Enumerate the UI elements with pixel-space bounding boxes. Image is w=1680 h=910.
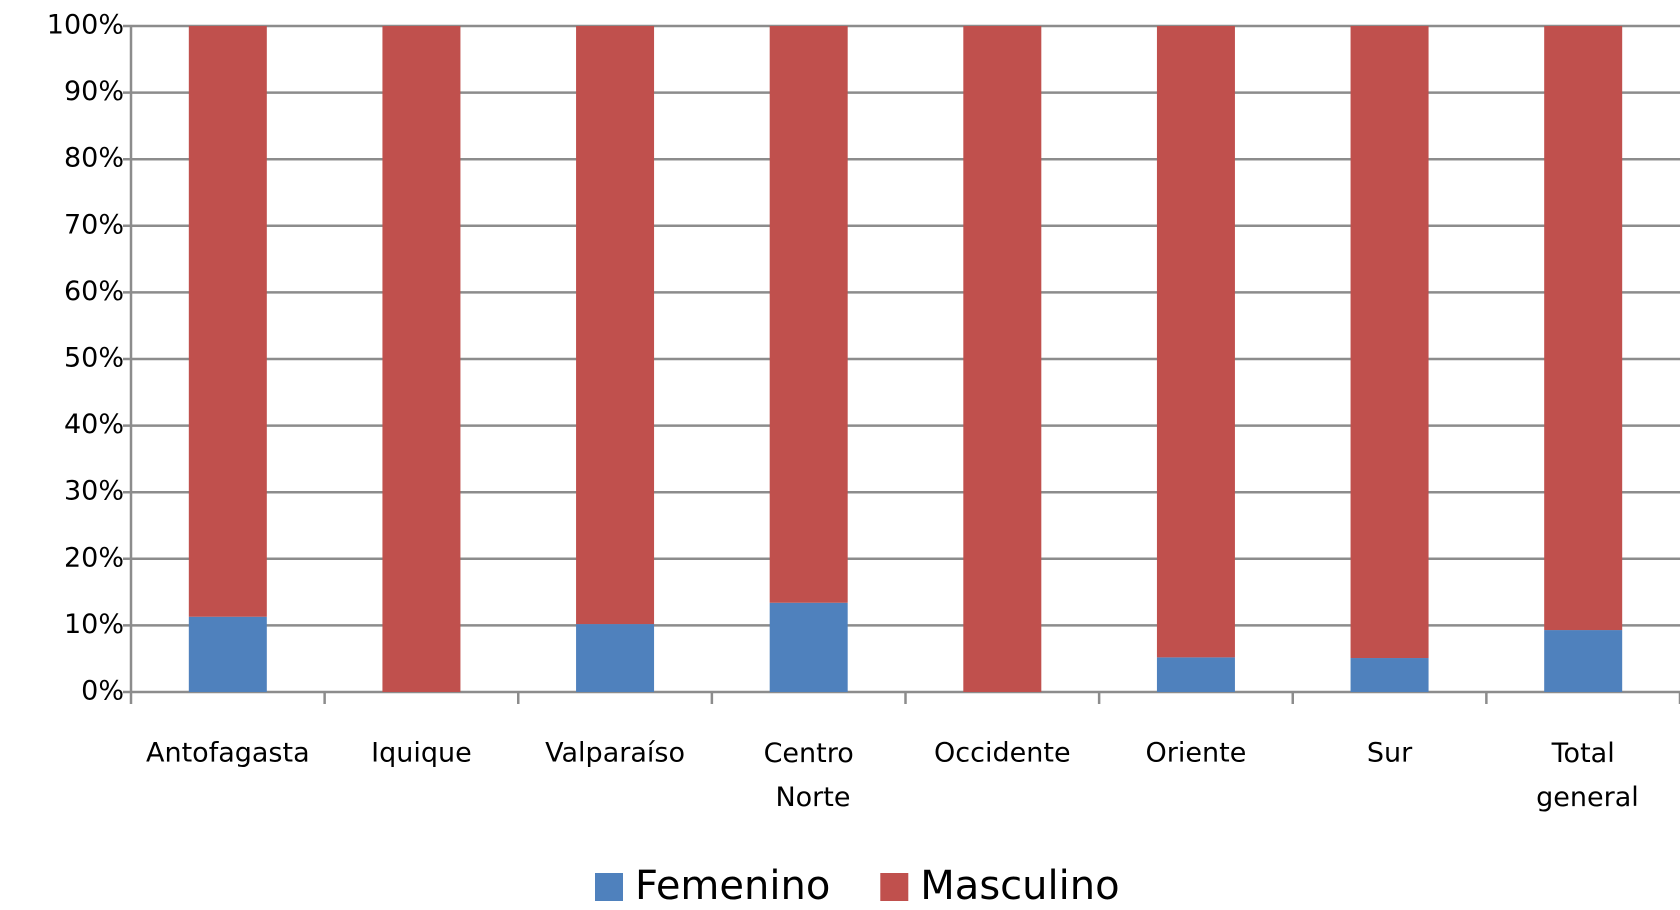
bar — [769, 602, 848, 692]
y-tick-label: 10% — [64, 609, 124, 640]
bar — [188, 616, 267, 692]
bar — [769, 26, 848, 603]
y-tick-label: 100% — [47, 10, 124, 41]
legend-label: Masculino — [920, 863, 1119, 906]
legend-swatch — [880, 873, 909, 901]
bar — [1544, 26, 1623, 631]
bar — [1156, 657, 1235, 692]
x-tick-label: Occidente — [934, 738, 1071, 769]
y-tick-label: 70% — [64, 209, 124, 240]
bar — [1544, 630, 1623, 692]
y-tick-label: 40% — [64, 409, 124, 440]
y-tick-label: 20% — [64, 542, 124, 573]
legend-label: Femenino — [635, 863, 830, 906]
y-tick-label: 30% — [64, 476, 124, 507]
x-tick-label: Iquique — [371, 738, 472, 769]
bar — [382, 26, 461, 692]
x-tick-label: Sur — [1367, 738, 1413, 769]
bar — [1350, 26, 1429, 659]
bar — [963, 26, 1042, 692]
x-tick-label: Antofagasta — [146, 738, 310, 769]
bar — [1350, 658, 1429, 692]
x-tick-label: Centro Norte — [764, 738, 854, 813]
y-tick-label: 80% — [64, 143, 124, 174]
x-tick-label: Oriente — [1146, 738, 1247, 769]
x-tick-label: Valparaíso — [545, 738, 685, 769]
y-tick-label: 50% — [64, 343, 124, 374]
y-tick-label: 60% — [64, 276, 124, 307]
bar — [188, 26, 267, 617]
bar — [576, 26, 655, 625]
y-tick-label: 90% — [64, 76, 124, 107]
x-tick-label: Total general — [1528, 738, 1639, 813]
bar — [576, 624, 655, 692]
bar — [1156, 26, 1235, 658]
y-tick-label: 0% — [81, 676, 124, 707]
legend-swatch — [595, 873, 623, 901]
